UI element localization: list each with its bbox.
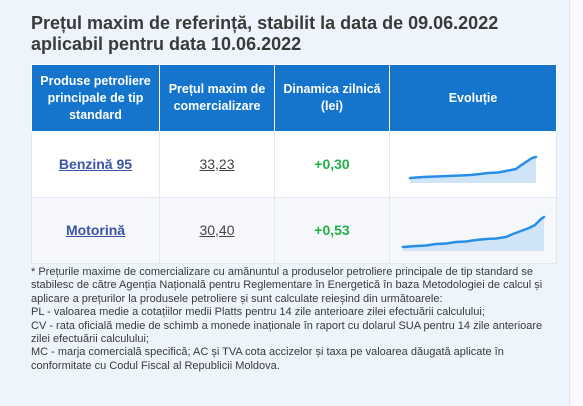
column-header-trend: Evoluție [389,64,557,132]
daily-change-motorina: +0,53 [314,221,350,238]
sparkline-chart-motorina[interactable] [401,210,546,252]
price-cell: 30,40 [159,197,275,264]
fuel-price-table: Produse petroliere principale de tip sta… [31,64,557,264]
product-cell: Motorină [31,197,160,264]
price-cell: 33,23 [159,131,275,198]
footnote: * Prețurile maxime de comercializare cu … [31,266,556,373]
table-row: Benzină 95 33,23 +0,30 [31,131,557,198]
sparkline-area-benzina-95 [410,156,536,183]
trend-cell [389,131,557,198]
footnote-cv: CV - rata oficială medie de schimb a mon… [31,319,543,346]
trend-cell [389,197,557,264]
title-line-1: Prețul maxim de referință, stabilit la d… [31,13,499,33]
footnote-pl: PL - valoarea medie a cotațiilor medii P… [31,306,485,319]
daily-change-benzina-95: +0,30 [314,155,350,172]
footnote-mc: MC - marja comercială specifică; AC și T… [31,346,504,372]
sparkline-area-motorina [402,216,544,251]
scrollbar-track[interactable] [569,0,583,406]
price-value-benzina-95[interactable]: 33,23 [199,155,235,172]
change-cell: +0,53 [274,197,390,264]
column-header-daily-change: Dinamica zilnică (lei) [274,64,390,132]
price-value-motorina[interactable]: 30,40 [199,221,235,238]
sparkline-chart-benzina-95[interactable] [408,145,538,185]
sparkline-line-benzina-95 [408,155,538,179]
table-row: Motorină 30,40 +0,53 [31,197,557,264]
product-link-motorina[interactable]: Motorină [65,221,126,238]
sparkline-line-motorina [401,215,545,248]
product-link-benzina-95[interactable]: Benzină 95 [58,155,133,172]
table-header-row: Produse petroliere principale de tip sta… [31,64,557,132]
change-cell: +0,30 [274,131,390,198]
footnote-intro: * Prețurile maxime de comercializare cu … [31,266,543,305]
column-header-max-price: Prețul maxim de comercializare [159,64,275,132]
page-title: Prețul maxim de referință, stabilit la d… [31,13,561,55]
column-header-products: Produse petroliere principale de tip sta… [31,64,160,132]
title-line-2: aplicabil pentru data 10.06.2022 [31,34,302,54]
product-cell: Benzină 95 [31,131,160,198]
